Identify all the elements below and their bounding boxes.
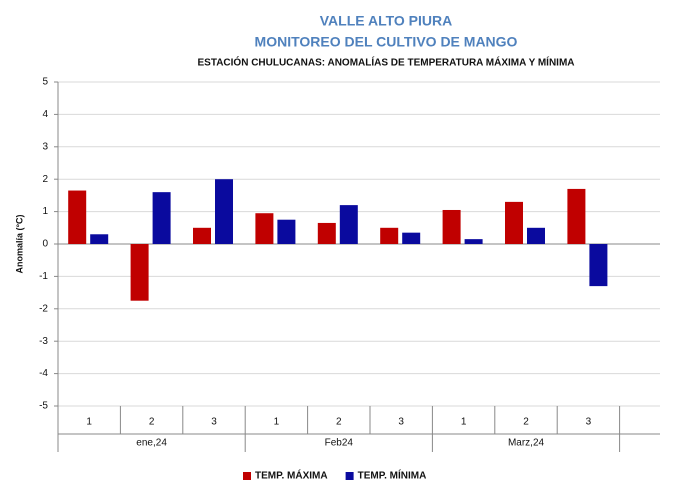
bar [255, 213, 274, 244]
legend-label: TEMP. MÍNIMA [358, 469, 427, 482]
bar [215, 179, 233, 244]
y-tick-label: 2 [42, 174, 48, 185]
bar [193, 227, 211, 244]
bar [339, 205, 358, 244]
legend-swatch [345, 472, 354, 480]
bar [90, 234, 109, 244]
bar [464, 239, 483, 244]
y-axis-label: Anomalía (°C) [14, 214, 24, 273]
y-tick-label: 1 [42, 206, 48, 217]
group-label: ene,24 [136, 438, 167, 449]
chart-subtitle: ESTACIÓN CHULUCANAS: ANOMALÍAS DE TEMPER… [197, 56, 574, 69]
x-tick-label: 3 [586, 417, 592, 428]
chart-title: VALLE ALTO PIURA [320, 13, 452, 29]
group-label: Marz,24 [508, 438, 545, 449]
title-box [150, 10, 624, 74]
bar [380, 227, 399, 244]
y-tick-label: 3 [42, 141, 48, 152]
y-tick-label: 4 [42, 109, 48, 120]
bar [152, 192, 171, 244]
y-tick-label: -1 [39, 271, 48, 282]
y-tick-label: -2 [39, 303, 48, 314]
x-tick-label: 2 [523, 417, 529, 428]
bar [317, 222, 336, 244]
x-tick-label: 3 [398, 417, 404, 428]
x-tick-label: 1 [274, 417, 280, 428]
x-tick-label: 2 [149, 417, 155, 428]
chart-title-2: MONITOREO DEL CULTIVO DE MANGO [255, 34, 518, 50]
y-tick-label: 5 [42, 77, 48, 88]
x-tick-label: 3 [211, 417, 217, 428]
x-tick-label: 1 [461, 417, 467, 428]
y-tick-label: -4 [39, 368, 48, 379]
group-label: Feb24 [325, 438, 354, 449]
legend-swatch [243, 472, 251, 480]
x-tick-label: 1 [86, 417, 92, 428]
bar [130, 244, 149, 301]
x-tick-label: 2 [336, 417, 342, 428]
bar [68, 190, 87, 244]
y-tick-label: 0 [42, 239, 48, 250]
bar [442, 209, 461, 244]
legend-label: TEMP. MÁXIMA [255, 469, 328, 482]
bar [567, 188, 586, 244]
bar [402, 232, 421, 244]
y-tick-label: -3 [39, 336, 48, 347]
bar [505, 201, 523, 244]
y-tick-label: -5 [39, 401, 48, 412]
bar [527, 227, 545, 244]
bar [277, 219, 296, 244]
bar [589, 244, 608, 287]
